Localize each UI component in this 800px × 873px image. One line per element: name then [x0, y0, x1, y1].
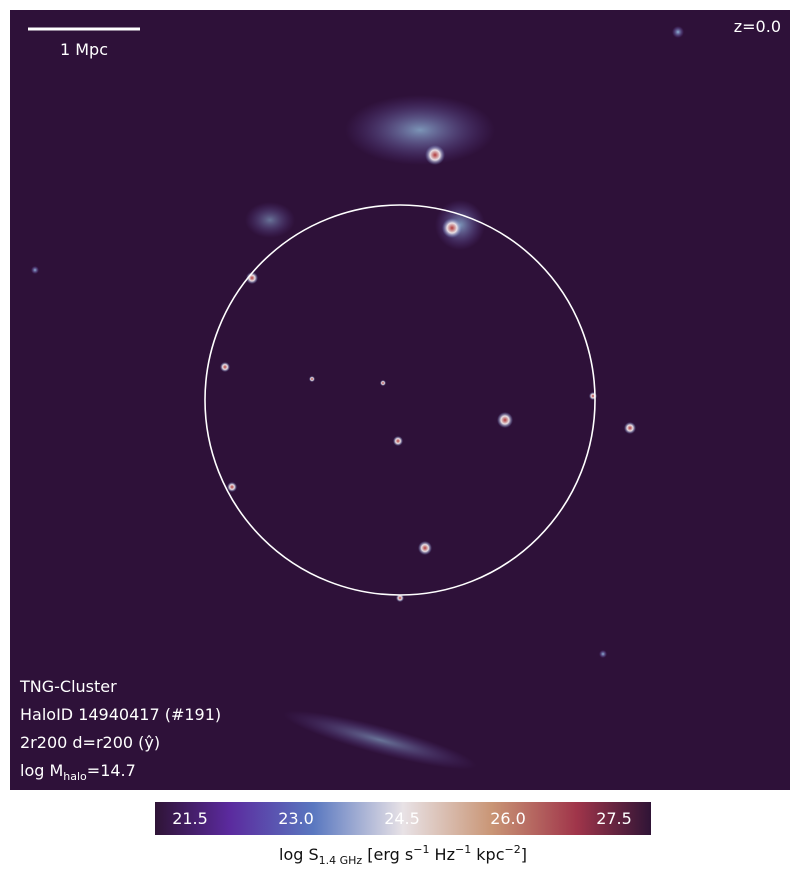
colorbar-ticks: 21.5 23.0 24.5 26.0 27.5	[172, 809, 632, 828]
text: halo	[63, 770, 87, 783]
colorbar	[155, 802, 651, 835]
halo-mass: log Mhalo=14.7	[20, 761, 136, 783]
colorbar-tick-label: 24.5	[384, 809, 420, 828]
text: kpc	[471, 845, 504, 864]
scale-label: 1 Mpc	[60, 40, 108, 59]
colorbar-tick-label: 23.0	[278, 809, 314, 828]
text: =14.7	[87, 761, 136, 780]
text: −1	[413, 843, 429, 856]
emission	[31, 26, 684, 770]
text: log M	[20, 761, 63, 780]
redshift: z=0.0	[734, 17, 781, 36]
projection: 2r200 d=r200 (ŷ)	[20, 733, 160, 752]
text: 1.4 GHz	[319, 854, 363, 867]
r200-circle	[204, 204, 596, 596]
colorbar-tick-label: 21.5	[172, 809, 208, 828]
text: −1	[455, 843, 471, 856]
text: [erg s	[362, 845, 413, 864]
halo-id: HaloID 14940417 (#191)	[20, 705, 221, 724]
colorbar-tick-label: 27.5	[596, 809, 632, 828]
text: Hz	[429, 845, 455, 864]
text: −2	[505, 843, 521, 856]
text: log S	[279, 845, 319, 864]
sim-name: TNG-Cluster	[19, 677, 117, 696]
colorbar-tick-label: 26.0	[490, 809, 526, 828]
colorbar-label: log S1.4 GHz [erg s−1 Hz−1 kpc−2]	[279, 843, 527, 867]
text: ]	[521, 845, 527, 864]
